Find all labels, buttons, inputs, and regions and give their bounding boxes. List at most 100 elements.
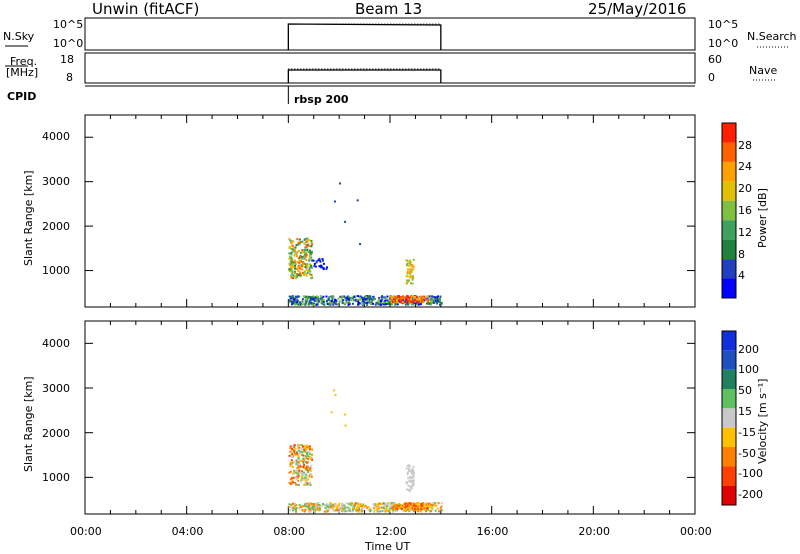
velocity-cell	[427, 504, 430, 507]
velocity-cell	[420, 508, 423, 511]
power-cell	[386, 302, 389, 305]
velocity-cell	[312, 505, 315, 508]
velocity-cell	[347, 509, 350, 512]
velocity-cell	[297, 479, 300, 482]
power-cell	[294, 252, 297, 255]
velocity-cell	[305, 466, 308, 469]
power-cell	[295, 302, 298, 305]
velocity-cell	[382, 502, 385, 505]
power-cell	[417, 299, 420, 302]
velocity-cell	[302, 454, 305, 457]
velocity-cell	[428, 510, 431, 513]
power-cell	[352, 295, 355, 298]
velocity-cell	[362, 504, 365, 507]
power-cell	[306, 248, 309, 251]
power-cell	[406, 260, 409, 263]
velocity-cell	[312, 508, 315, 511]
power-cell	[304, 253, 307, 256]
velocity-cell	[412, 483, 415, 486]
power-cell	[394, 301, 397, 304]
power-cell	[409, 270, 412, 273]
velocity-cell	[297, 455, 300, 458]
power-cell	[322, 262, 325, 265]
power-cell	[357, 300, 360, 303]
power-cell	[398, 301, 401, 304]
velocity-cell	[353, 504, 356, 507]
power-cell	[310, 253, 313, 256]
power-cell	[296, 238, 299, 241]
power-cell	[312, 259, 315, 262]
power-cell	[388, 299, 391, 302]
power-cell	[349, 296, 352, 299]
power-cell	[322, 295, 325, 298]
power-cell	[377, 300, 380, 303]
nsky-trace	[287, 23, 442, 50]
velocity-cbar-segment	[722, 485, 736, 505]
cpid-label: CPID	[7, 90, 37, 103]
power-cell	[356, 295, 359, 298]
power-cell	[315, 261, 318, 264]
velocity-cell	[407, 503, 410, 506]
power-cell	[413, 296, 416, 299]
power-cell	[428, 302, 431, 305]
velocity-cell	[298, 452, 301, 455]
power-cbar-tick: 8	[738, 248, 745, 261]
power-cell	[327, 298, 330, 301]
power-cell	[297, 243, 300, 246]
power-cell	[356, 199, 359, 202]
power-cell	[308, 255, 311, 258]
power-cell	[408, 297, 411, 300]
power-cell	[290, 274, 293, 277]
velocity-cell	[416, 507, 419, 510]
power-cell	[306, 266, 309, 269]
velocity-cell	[417, 501, 420, 504]
power-cell	[309, 249, 312, 252]
power-cell	[301, 300, 304, 303]
power-cell	[322, 267, 325, 270]
power-cell	[341, 301, 344, 304]
power-cell	[409, 269, 412, 272]
velocity-cell	[385, 509, 388, 512]
velocity-cell	[332, 389, 335, 392]
power-cell	[436, 300, 439, 303]
power-cell	[288, 264, 291, 267]
power-cell	[303, 242, 306, 245]
velocity-cell	[309, 506, 312, 509]
nsky-tick-bottom: 10^0	[53, 37, 84, 50]
power-cell	[290, 240, 293, 243]
power-cell	[303, 295, 306, 298]
velocity-cell	[304, 447, 307, 450]
velocity-cell	[295, 451, 298, 454]
power-cell	[320, 265, 323, 268]
velocity-cell	[303, 483, 306, 486]
velocity-cell	[391, 502, 394, 505]
power-cell	[428, 295, 431, 298]
power-cell	[321, 296, 324, 299]
power-cell	[384, 303, 387, 306]
velocity-cell	[291, 476, 294, 479]
velocity-cell	[406, 502, 409, 505]
power-cell	[294, 302, 297, 305]
power-cell	[315, 299, 318, 302]
power-cell	[303, 257, 306, 260]
velocity-cell	[389, 506, 392, 509]
power-cell	[415, 296, 418, 299]
power-cell	[412, 258, 415, 261]
power-cell	[438, 301, 441, 304]
xtick: 00:00	[680, 525, 712, 538]
velocity-cell	[321, 504, 324, 507]
velocity-cell	[303, 464, 306, 467]
velocity-cell	[412, 465, 415, 468]
power-cell	[367, 299, 370, 302]
power-cell	[341, 295, 344, 298]
power-cell	[335, 303, 338, 306]
velocity-cell	[358, 504, 361, 507]
power-cell	[290, 247, 293, 250]
power-cell	[307, 243, 310, 246]
velocity-cell	[309, 457, 312, 460]
velocity-cell	[382, 506, 385, 509]
power-cell	[308, 266, 311, 269]
velocity-cell	[299, 450, 302, 453]
velocity-cell	[351, 509, 354, 512]
power-cell	[328, 296, 331, 299]
